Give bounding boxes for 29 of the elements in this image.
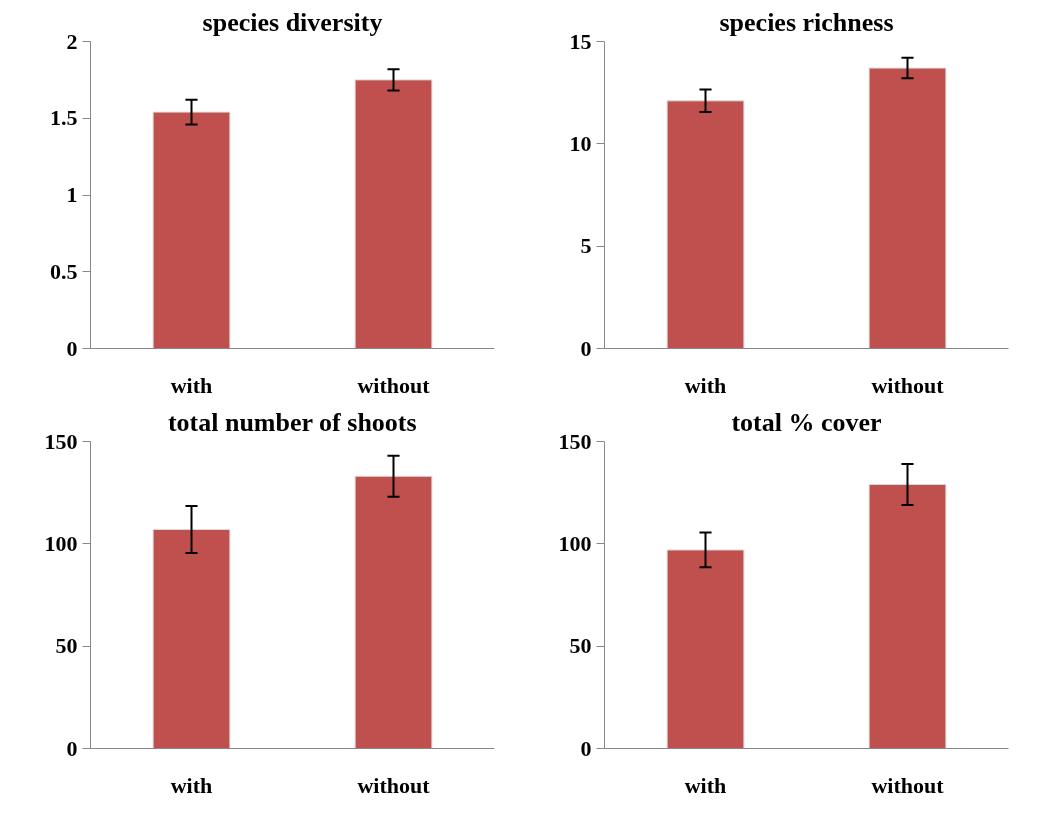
x-tick-label: without — [357, 772, 431, 798]
chart-title: species diversity — [202, 7, 383, 37]
x-tick-label: with — [170, 372, 213, 398]
y-tick-label: 100 — [558, 530, 592, 556]
y-tick-label: 0 — [580, 335, 592, 361]
x-tick-label: with — [684, 772, 727, 798]
y-tick-label: 50 — [569, 633, 592, 659]
x-tick-label: without — [357, 372, 431, 398]
y-tick-label: 150 — [558, 428, 592, 454]
chart-title: total number of shoots — [167, 407, 417, 437]
chart-title: species richness — [719, 7, 894, 37]
y-tick-label: 2 — [66, 28, 78, 54]
y-tick-label: 1.5 — [50, 105, 78, 131]
y-tick-label: 0.5 — [50, 258, 78, 284]
y-tick-label: 50 — [55, 633, 78, 659]
y-tick-label: 150 — [44, 428, 78, 454]
y-tick-label: 0 — [66, 335, 78, 361]
x-tick-label: without — [871, 372, 945, 398]
y-tick-label: 1 — [66, 182, 78, 207]
y-tick-label: 100 — [44, 530, 78, 556]
x-tick-label: with — [170, 772, 213, 798]
y-tick-label: 5 — [580, 233, 592, 259]
y-tick-label: 10 — [569, 130, 592, 156]
y-tick-label: 15 — [569, 28, 592, 54]
x-tick-label: without — [871, 772, 945, 798]
y-tick-label: 0 — [66, 735, 78, 761]
y-tick-label: 0 — [580, 735, 592, 761]
x-tick-label: with — [684, 372, 727, 398]
chart-title: total % cover — [731, 407, 882, 437]
